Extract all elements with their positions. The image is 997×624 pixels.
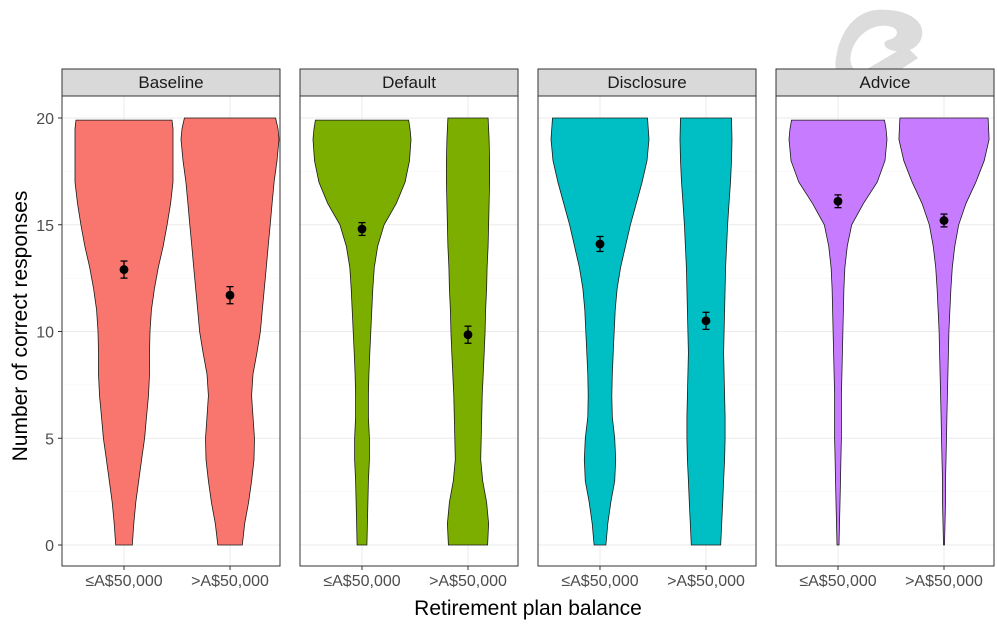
facet-panel-default: Default ≤A$50,000 >A$50,000	[300, 69, 518, 590]
mean-point	[464, 330, 473, 339]
mean-point	[226, 291, 235, 300]
y-tick-label: 20	[36, 111, 54, 128]
x-tick-label: ≤A$50,000	[561, 573, 638, 590]
x-tick-label: >A$50,000	[191, 573, 269, 590]
y-tick-label: 15	[36, 218, 54, 235]
mean-point	[358, 225, 367, 234]
mean-point	[120, 265, 129, 274]
facet-panel-disclosure: Disclosure ≤A$50,000 >A$50,000	[538, 69, 756, 590]
facet-strip-label: Advice	[859, 73, 910, 92]
x-tick-label: >A$50,000	[667, 573, 745, 590]
facet-panel-baseline: Baseline ≤A$50,000 >A$50,000	[62, 69, 280, 590]
y-tick-label: 5	[45, 431, 54, 448]
x-axis-title: Retirement plan balance	[414, 597, 642, 620]
x-tick-label: ≤A$50,000	[323, 573, 400, 590]
x-tick-label: ≤A$50,000	[85, 573, 162, 590]
facet-strip-label: Baseline	[138, 73, 203, 92]
mean-point	[834, 197, 843, 206]
mean-point	[702, 316, 711, 325]
facet-strip-label: Disclosure	[607, 73, 686, 92]
x-tick-label: >A$50,000	[905, 573, 983, 590]
x-tick-label: ≤A$50,000	[799, 573, 876, 590]
mean-point	[596, 240, 605, 249]
mean-point	[940, 216, 949, 225]
y-tick-label: 10	[36, 325, 54, 342]
facet-panels: Baseline ≤A$50,000 >A$50,000 Default ≤A$50,0…	[62, 69, 994, 590]
facet-strip-label: Default	[382, 73, 436, 92]
y-tick-label: 0	[45, 538, 54, 555]
y-axis: 0 5 10 15 20	[36, 111, 62, 555]
x-tick-label: >A$50,000	[429, 573, 507, 590]
y-axis-title: Number of correct responses	[9, 191, 32, 462]
facet-panel-advice: Advice ≤A$50,000 >A$50,000	[776, 69, 994, 590]
